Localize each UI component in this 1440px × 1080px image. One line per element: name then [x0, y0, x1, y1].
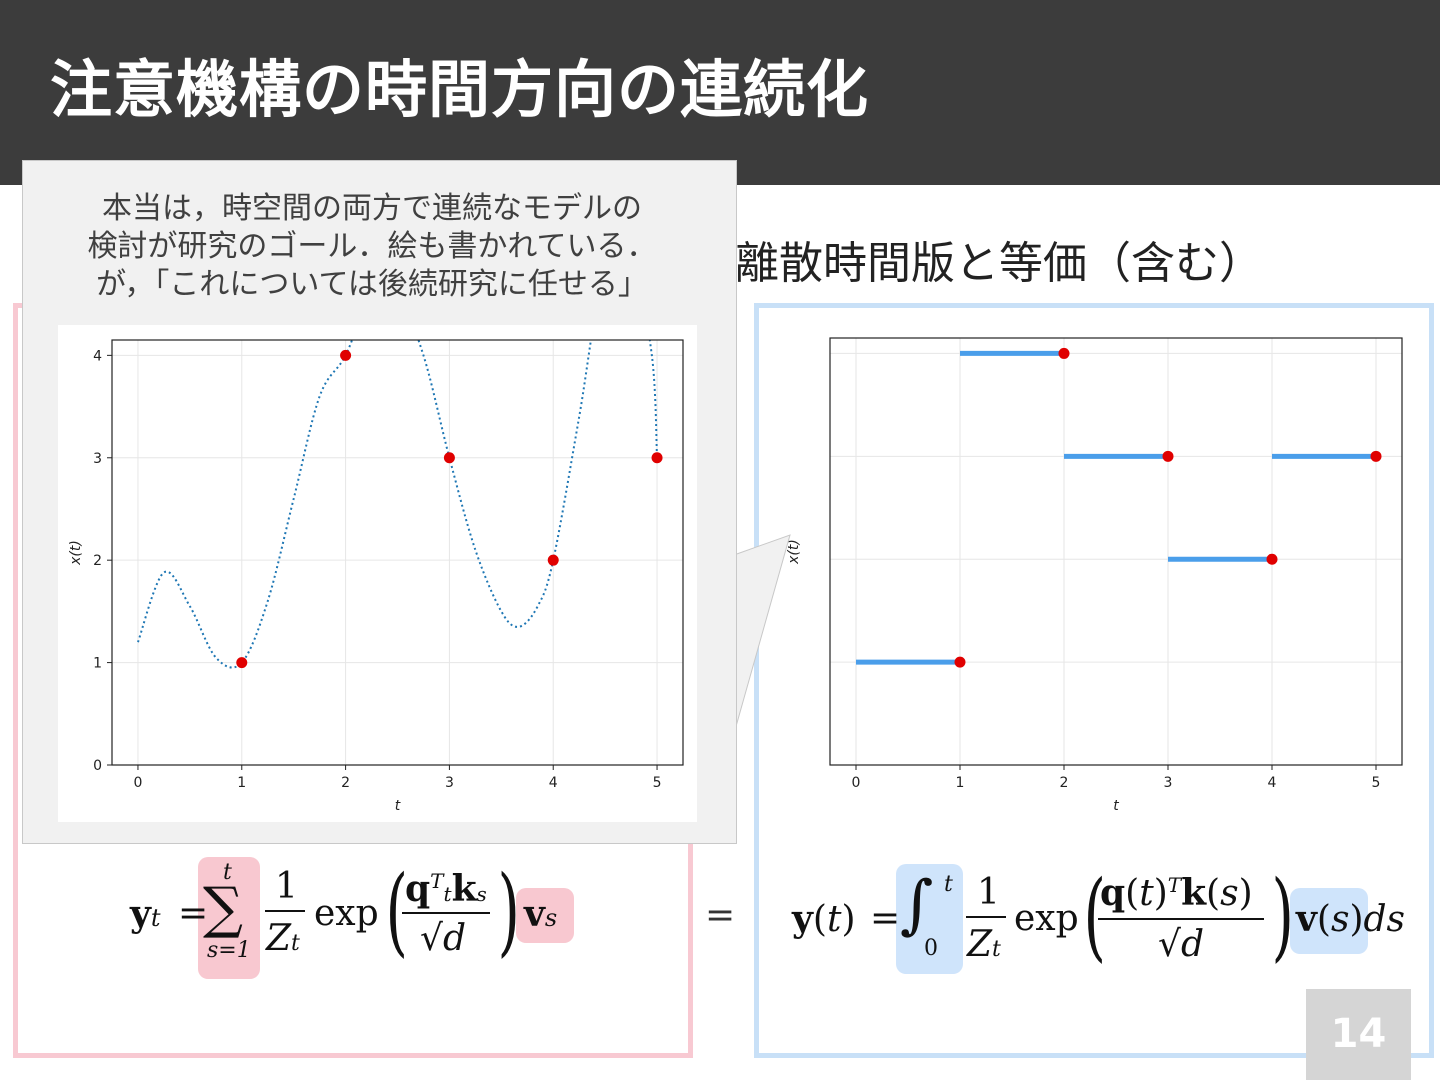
y-tick-label: 3 — [93, 451, 102, 467]
callout-plot-background — [58, 325, 697, 822]
plot-frame — [111, 339, 684, 766]
plot-frame — [829, 337, 1403, 766]
y-axis-label: x(t) — [68, 540, 84, 566]
data-point — [1266, 553, 1278, 565]
data-point — [236, 657, 248, 669]
equals-sign: = — [705, 895, 736, 936]
data-point — [443, 452, 455, 464]
data-point — [340, 349, 352, 361]
dotted-series-line — [137, 340, 659, 669]
data-point — [1162, 450, 1174, 462]
x-tick-label: 4 — [549, 775, 558, 791]
section-heading: 離散時間版と等価（含む） — [735, 238, 1263, 289]
y-tick-label: 4 — [93, 348, 102, 364]
formula-y-t: yt — [130, 893, 161, 935]
value-function-highlight — [1290, 888, 1368, 954]
title-bar: 注意機構の時間方向の連続化 — [0, 0, 1440, 185]
integral-symbol: ∫ — [900, 868, 934, 942]
page-number-box: 14 — [1306, 989, 1411, 1080]
data-point — [547, 554, 559, 566]
data-point — [651, 452, 663, 464]
page-number: 14 — [1330, 1011, 1387, 1057]
y-tick-label: 1 — [93, 656, 102, 672]
integral-highlight — [896, 864, 963, 974]
x-axis-label: t — [1113, 798, 1119, 814]
x-tick-label: 3 — [1164, 775, 1173, 791]
y-tick-label: 2 — [93, 553, 102, 569]
x-tick-label: 2 — [1060, 775, 1069, 791]
data-point — [954, 656, 966, 668]
x-tick-label: 1 — [237, 775, 246, 791]
data-point — [1370, 450, 1382, 462]
x-tick-label: 3 — [445, 775, 454, 791]
x-tick-label: 0 — [852, 775, 861, 791]
callout-line-1: 本当は，時空間の両方で連続なモデルの — [102, 191, 642, 226]
sum-highlight — [198, 857, 260, 979]
callout-line-2: 検討が研究のゴール．絵も書かれている． — [87, 229, 657, 264]
x-tick-label: 5 — [653, 775, 662, 791]
callout-text: 本当は，時空間の両方で連続なモデルの 検討が研究のゴール．絵も書かれている． が… — [52, 190, 692, 304]
slide-title: 注意機構の時間方向の連続化 — [50, 53, 870, 126]
x-tick-label: 2 — [341, 775, 350, 791]
x-axis-label: t — [395, 798, 401, 814]
sigma-symbol: ∑ — [203, 876, 243, 941]
x-tick-label: 4 — [1268, 775, 1277, 791]
callout-line-3: が，「これについては後続研究に任せる」 — [96, 267, 648, 302]
x-tick-label: 0 — [133, 775, 142, 791]
x-tick-label: 1 — [956, 775, 965, 791]
x-tick-label: 5 — [1372, 775, 1381, 791]
data-point — [1058, 347, 1070, 359]
y-tick-label: 0 — [93, 758, 102, 774]
value-highlight — [516, 888, 574, 943]
